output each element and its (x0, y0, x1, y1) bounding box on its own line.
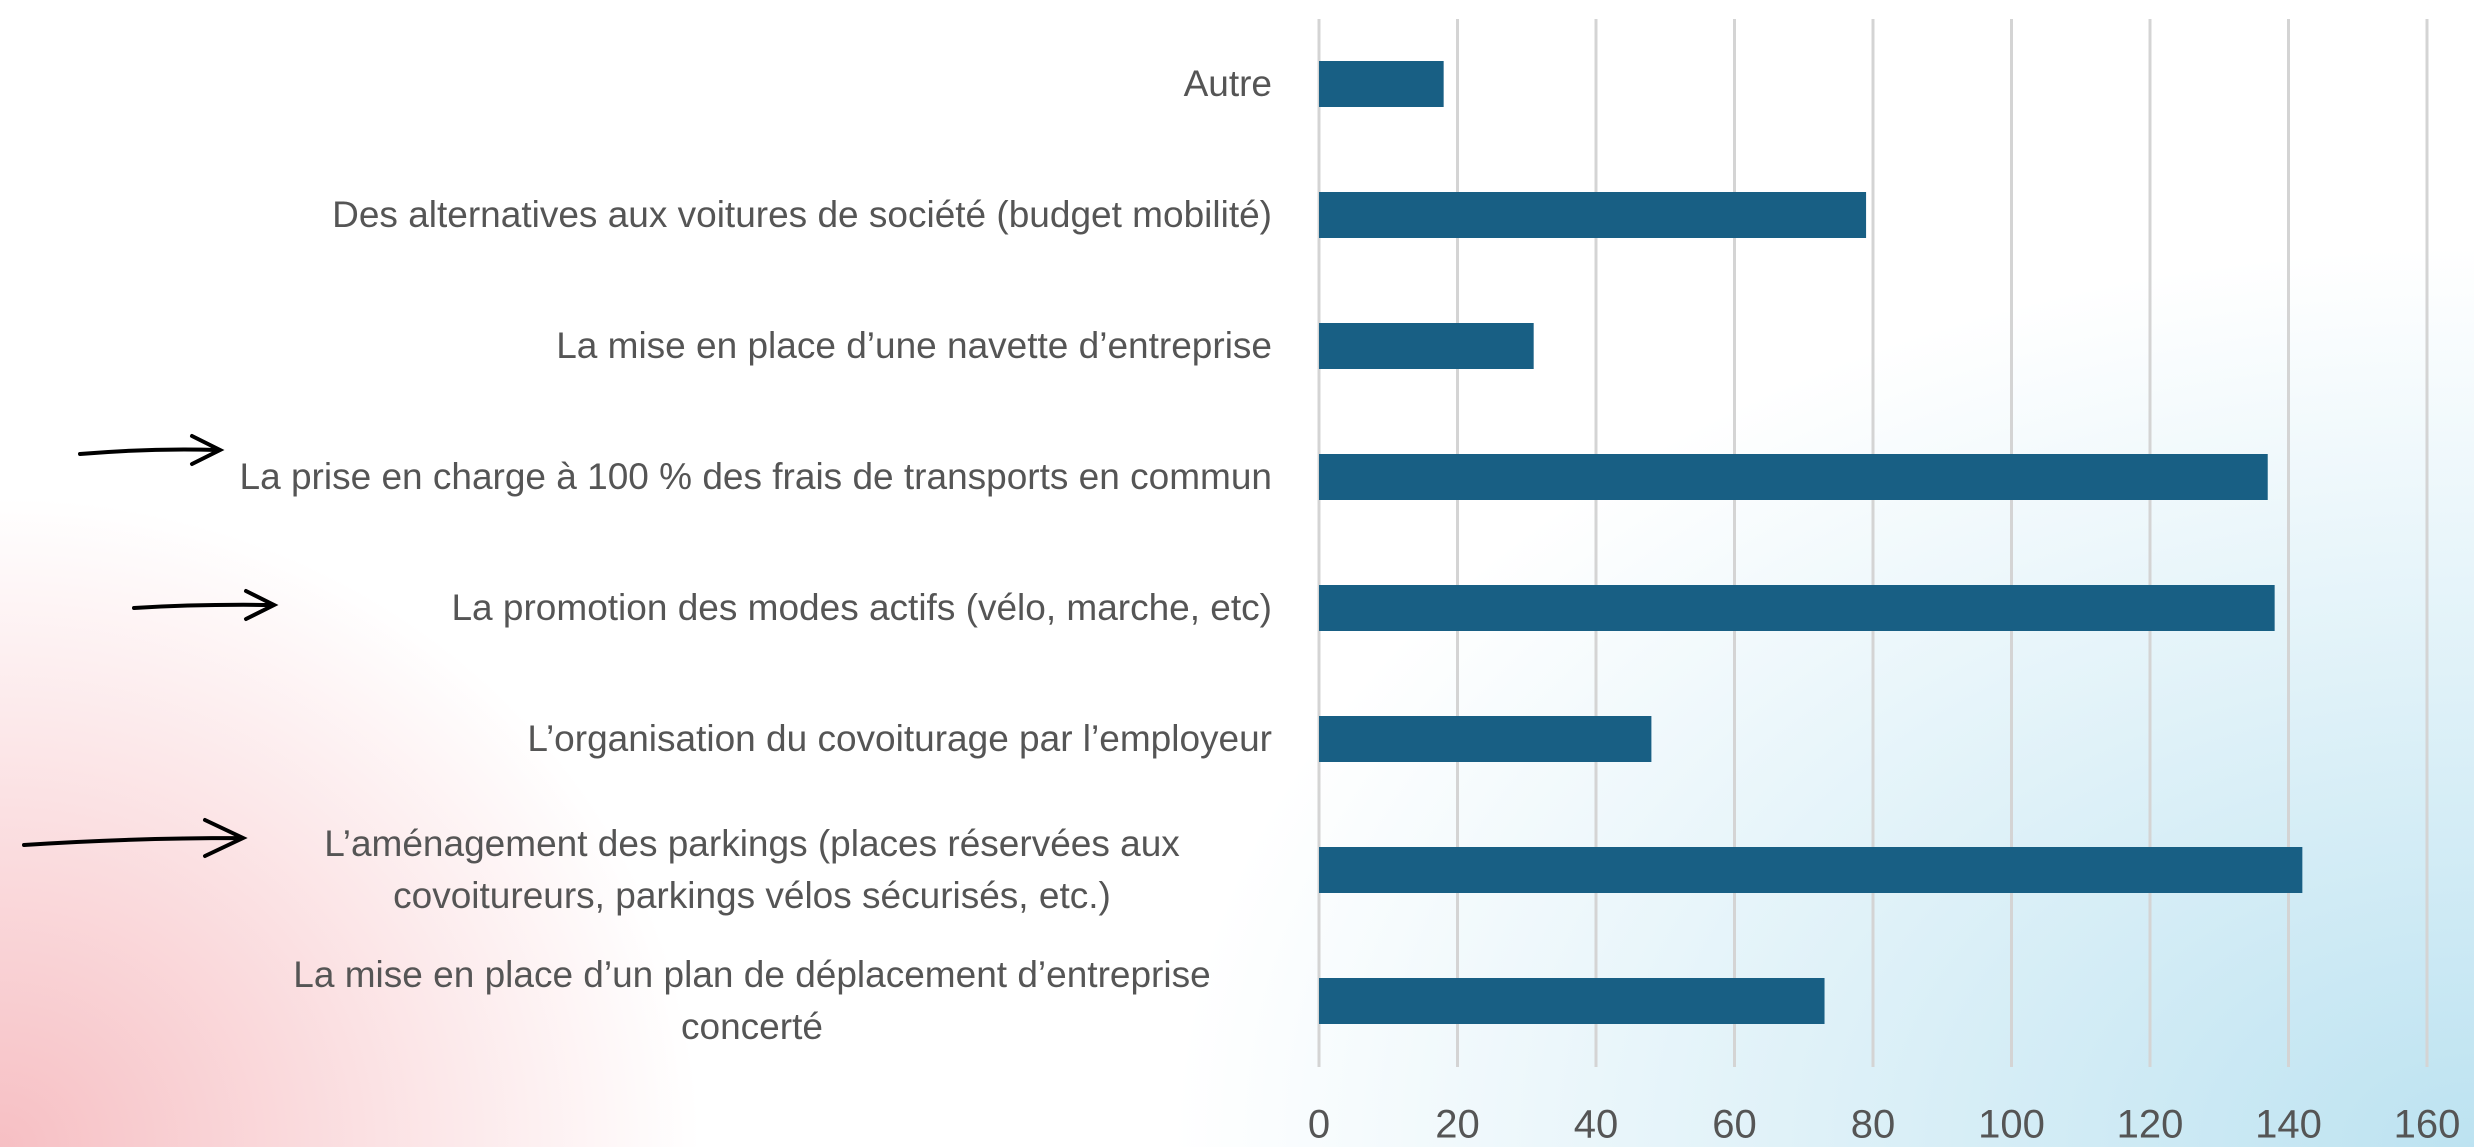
x-tick-label: 40 (1574, 1103, 1619, 1147)
category-label-box: Des alternatives aux voitures de société… (332, 189, 1272, 241)
arrow (22, 818, 248, 858)
y-tick-label: La mise en place d’un plan de déplacemen… (293, 954, 1211, 1047)
arrow (132, 589, 279, 621)
x-tick-label: 20 (1435, 1103, 1480, 1147)
category-label-box: L’organisation du covoiturage par l’empl… (527, 713, 1272, 765)
category-label-box: L’aménagement des parkings (places réser… (232, 818, 1272, 922)
x-tick-label: 160 (2394, 1103, 2461, 1147)
y-tick-label: La promotion des modes actifs (vélo, mar… (451, 587, 1272, 629)
x-tick-label: 60 (1712, 1103, 1757, 1147)
y-tick-label: La prise en charge à 100 % des frais de … (239, 456, 1272, 498)
bar (1319, 454, 2268, 500)
arrow (78, 434, 225, 466)
category-label-box: Autre (1184, 58, 1272, 110)
y-tick-label: Autre (1183, 63, 1272, 105)
x-tick-label: 100 (1978, 1103, 2045, 1147)
bar (1319, 323, 1534, 369)
x-tick-label: 80 (1851, 1103, 1896, 1147)
x-tick-label: 0 (1308, 1103, 1330, 1147)
y-tick-label: La mise en place d’une navette d’entrepr… (556, 325, 1272, 367)
x-tick-label: 140 (2255, 1103, 2322, 1147)
y-tick-label: L’aménagement des parkings (places réser… (324, 823, 1180, 916)
category-label-box: La mise en place d’une navette d’entrepr… (556, 320, 1272, 372)
bar (1319, 61, 1444, 107)
category-label-box: La prise en charge à 100 % des frais de … (240, 451, 1272, 503)
category-label-box: La mise en place d’un plan de déplacemen… (232, 949, 1272, 1053)
y-tick-label: Des alternatives aux voitures de société… (332, 194, 1272, 236)
bar (1319, 585, 2275, 631)
x-tick-label: 120 (2117, 1103, 2184, 1147)
y-tick-label: L’organisation du covoiturage par l’empl… (527, 718, 1272, 760)
bar (1319, 716, 1652, 762)
annotation-arrows (22, 434, 279, 858)
bar (1319, 847, 2303, 893)
bar (1319, 978, 1825, 1024)
category-label-box: La promotion des modes actifs (vélo, mar… (451, 582, 1272, 634)
bar (1319, 192, 1867, 238)
